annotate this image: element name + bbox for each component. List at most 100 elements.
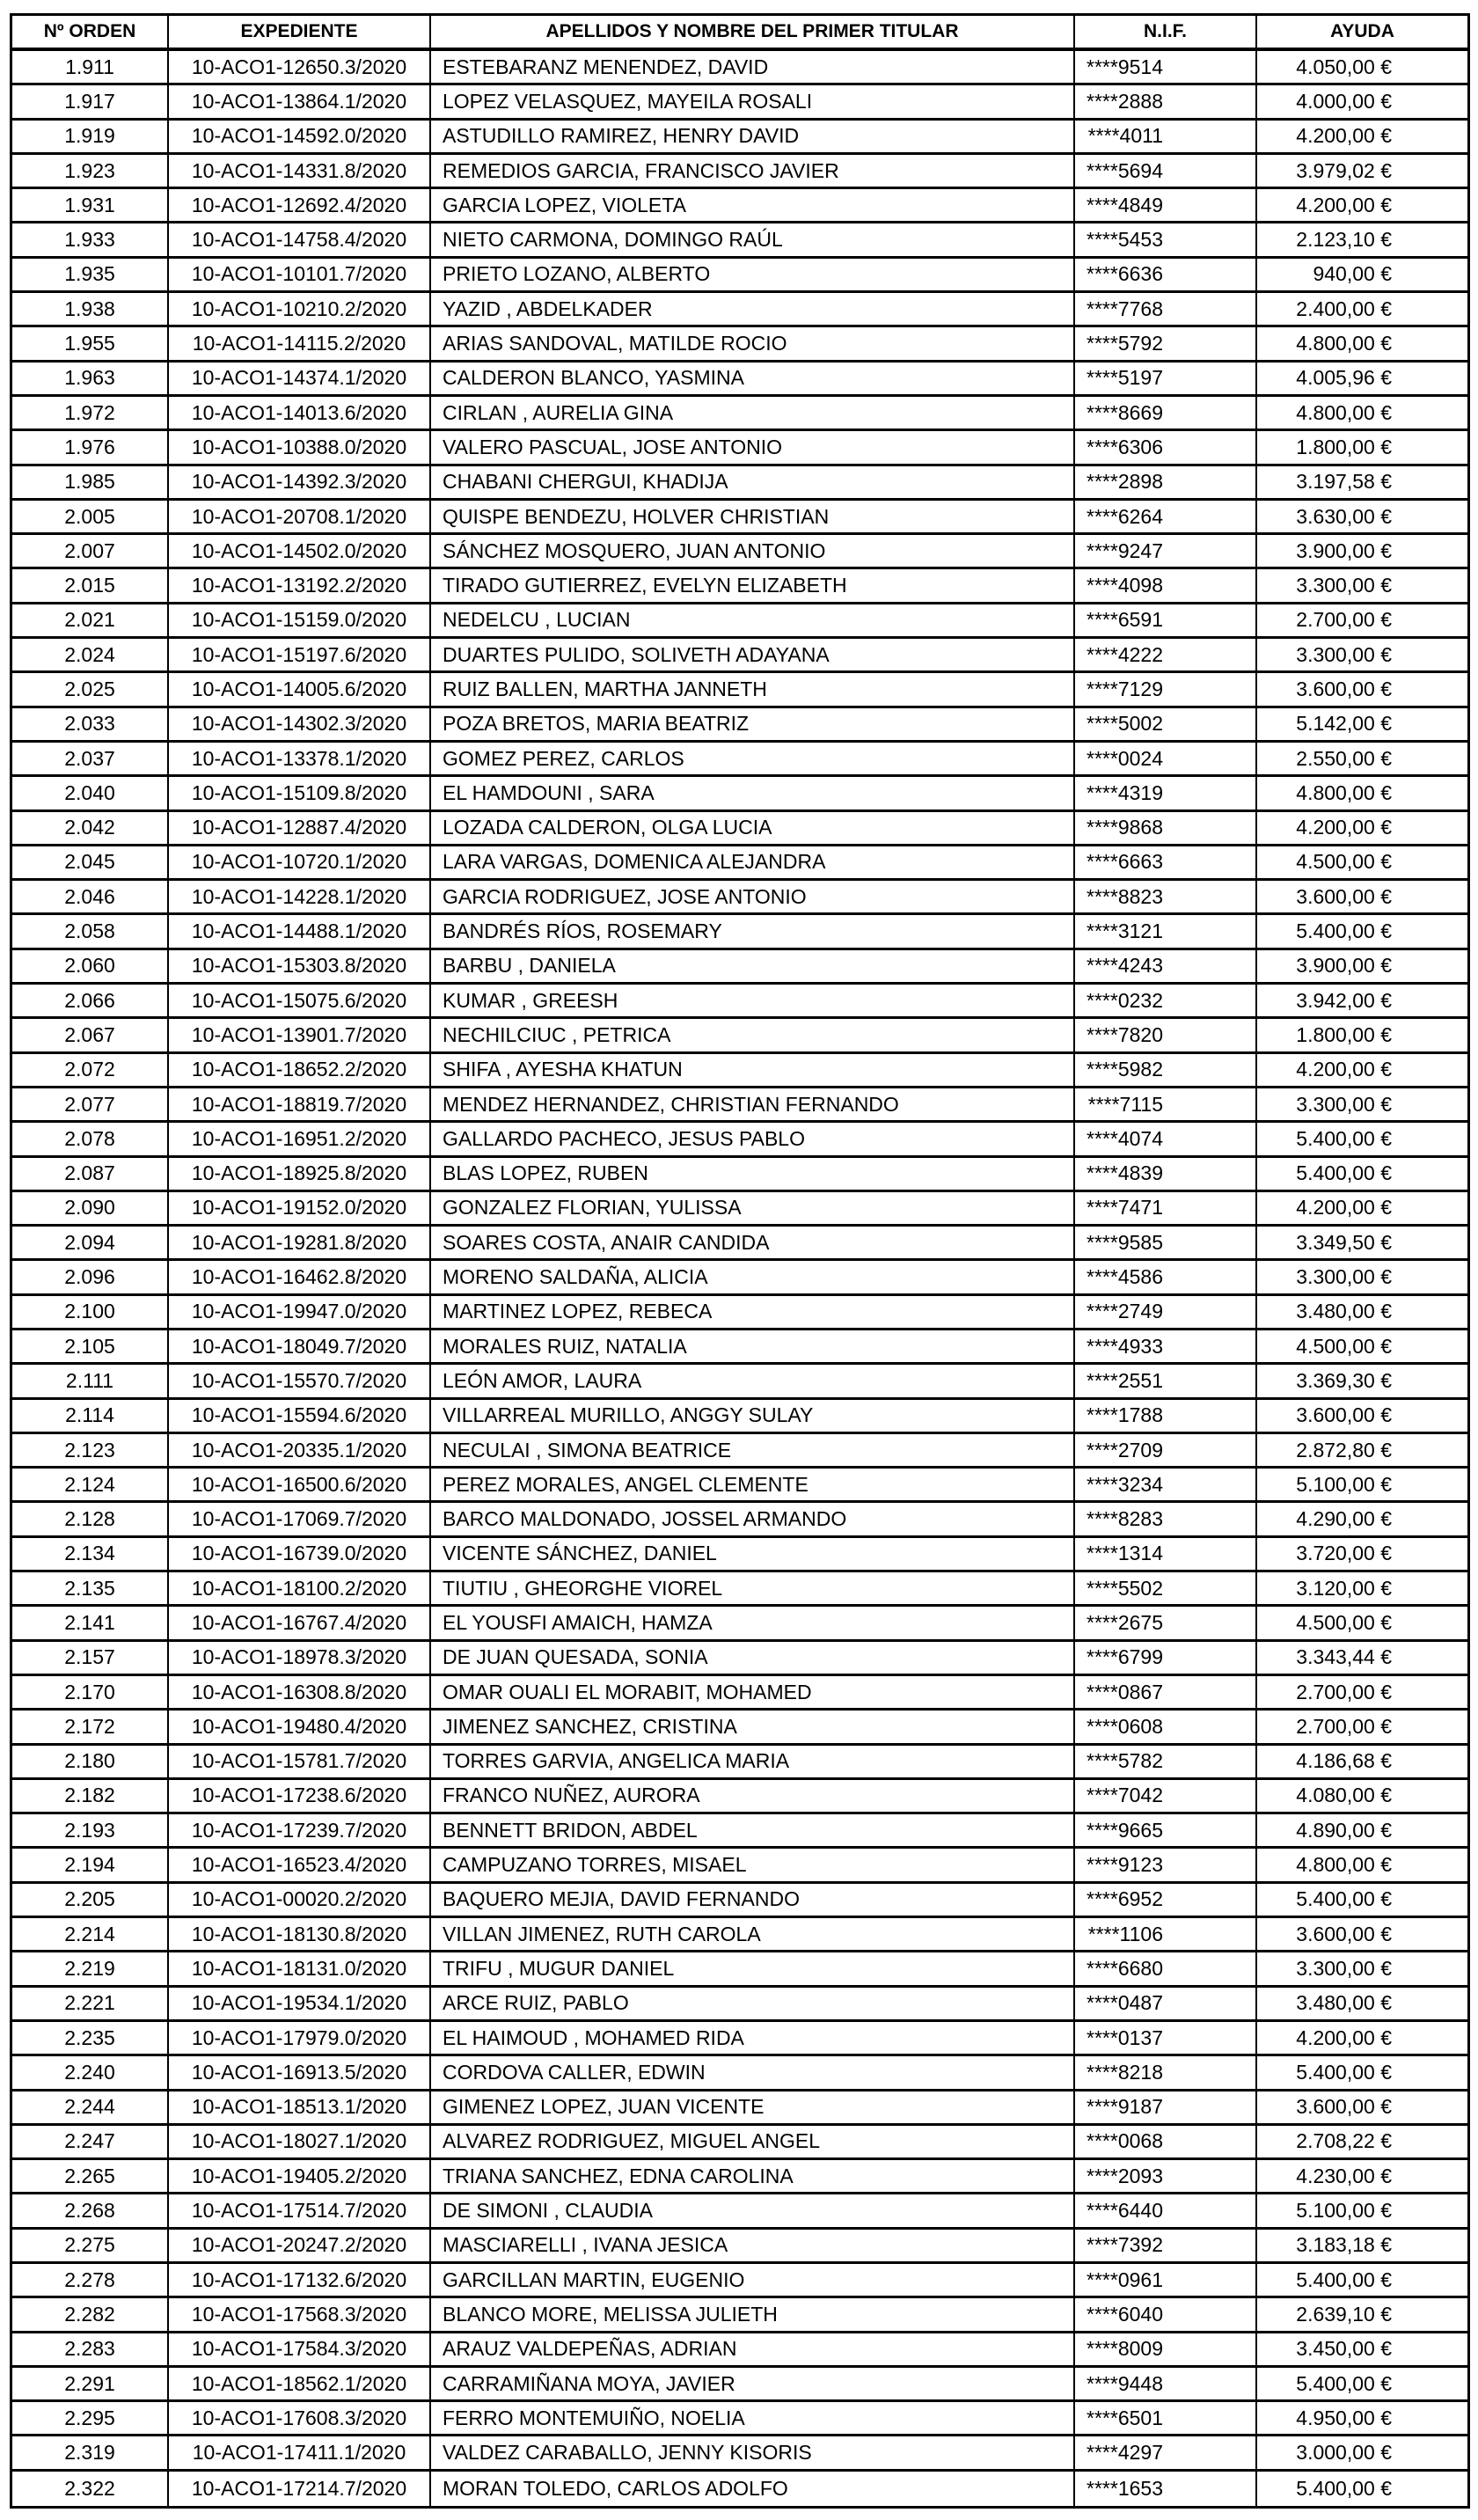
cell-nif: ****1788 [1075, 1399, 1257, 1432]
cell-nombre: OMAR OUALI EL MORABIT, MOHAMED [431, 1675, 1075, 1709]
table-row: 2.015 10-ACO1-13192.2/2020 TIRADO GUTIERRE… [12, 569, 1467, 604]
cell-expediente: 10-ACO1-10210.2/2020 [169, 293, 431, 326]
cell-nif: ****7820 [1075, 1019, 1257, 1051]
header-expediente: EXPEDIENTE [169, 16, 431, 48]
cell-expediente: 10-ACO1-17568.3/2020 [169, 2298, 431, 2331]
cell-nif: ****2675 [1075, 1607, 1257, 1639]
cell-ayuda: 3.300,00 € [1296, 1092, 1392, 1116]
table-row: 2.283 10-ACO1-17584.3/2020 ARAUZ VALDEPEÑA… [12, 2333, 1467, 2368]
cell-expediente: 10-ACO1-12692.4/2020 [169, 189, 431, 222]
table-row: 1.931 10-ACO1-12692.4/2020 GARCIA LOPEZ, V… [12, 189, 1467, 224]
cell-ayuda: 4.500,00 € [1296, 1611, 1392, 1634]
cell-orden: 2.072 [12, 1053, 169, 1086]
cell-nif: ****9187 [1075, 2091, 1257, 2123]
cell-expediente: 10-ACO1-10388.0/2020 [169, 431, 431, 464]
cell-nombre: CORDOVA CALLER, EDWIN [431, 2056, 1075, 2089]
cell-orden: 1.976 [12, 431, 169, 464]
cell-orden: 2.235 [12, 2021, 169, 2055]
cell-expediente: 10-ACO1-17979.0/2020 [169, 2021, 431, 2055]
cell-nif: ****6636 [1075, 258, 1257, 291]
cell-orden: 2.105 [12, 1330, 169, 1363]
table-row: 1.938 10-ACO1-10210.2/2020 YAZID , ABDELKA… [12, 293, 1467, 328]
cell-nif: ****4933 [1075, 1330, 1257, 1363]
cell-expediente: 10-ACO1-19405.2/2020 [169, 2160, 431, 2193]
table-row: 2.240 10-ACO1-16913.5/2020 CORDOVA CALLER,… [12, 2056, 1467, 2091]
cell-orden: 2.042 [12, 811, 169, 844]
cell-nif: ****9665 [1075, 1814, 1257, 1847]
table-row: 2.319 10-ACO1-17411.1/2020 VALDEZ CARABALL… [12, 2436, 1467, 2472]
table-row: 2.067 10-ACO1-13901.7/2020 NECHILCIUC , PE… [12, 1019, 1467, 1054]
cell-nif: ****0232 [1075, 985, 1257, 1017]
cell-ayuda: 3.600,00 € [1296, 1922, 1392, 1945]
table-row: 1.911 10-ACO1-12650.3/2020 ESTEBARANZ MENE… [12, 51, 1467, 86]
cell-orden: 2.128 [12, 1503, 169, 1535]
cell-orden: 1.972 [12, 396, 169, 429]
cell-ayuda: 3.600,00 € [1296, 677, 1392, 700]
table-row: 2.094 10-ACO1-19281.8/2020 SOARES COSTA, A… [12, 1227, 1467, 1262]
cell-expediente: 10-ACO1-16462.8/2020 [169, 1261, 431, 1293]
cell-expediente: 10-ACO1-15303.8/2020 [169, 949, 431, 983]
cell-nombre: YAZID , ABDELKADER [431, 293, 1075, 326]
cell-orden: 2.247 [12, 2125, 169, 2158]
cell-orden: 2.123 [12, 1433, 169, 1467]
cell-nif: ****6501 [1075, 2402, 1257, 2435]
cell-expediente: 10-ACO1-16913.5/2020 [169, 2056, 431, 2089]
table-row: 2.100 10-ACO1-19947.0/2020 MARTINEZ LOPEZ,… [12, 1295, 1467, 1330]
cell-nif: ****0867 [1075, 1675, 1257, 1709]
cell-orden: 2.172 [12, 1711, 169, 1743]
table-row: 2.180 10-ACO1-15781.7/2020 TORRES GARVIA, … [12, 1745, 1467, 1780]
cell-nombre: SHIFA , AYESHA KHATUN [431, 1053, 1075, 1086]
cell-nombre: BENNETT BRIDON, ABDEL [431, 1814, 1075, 1847]
table-row: 2.114 10-ACO1-15594.6/2020 VILLARREAL MURI… [12, 1399, 1467, 1434]
cell-orden: 2.295 [12, 2402, 169, 2435]
cell-nombre: BLAS LOPEZ, RUBEN [431, 1157, 1075, 1190]
table-row: 2.060 10-ACO1-15303.8/2020 BARBU , DANIELA… [12, 949, 1467, 985]
cell-orden: 1.935 [12, 258, 169, 291]
cell-ayuda: 3.480,00 € [1296, 1991, 1392, 2015]
cell-expediente: 10-ACO1-16500.6/2020 [169, 1469, 431, 1501]
cell-orden: 2.240 [12, 2056, 169, 2089]
cell-orden: 2.205 [12, 1883, 169, 1916]
cell-expediente: 10-ACO1-17238.6/2020 [169, 1779, 431, 1813]
cell-ayuda: 3.600,00 € [1296, 884, 1392, 908]
cell-nif: ****6440 [1075, 2194, 1257, 2227]
cell-nombre: LEÓN AMOR, LAURA [431, 1365, 1075, 1397]
cell-expediente: 10-ACO1-16308.8/2020 [169, 1675, 431, 1709]
cell-orden: 2.134 [12, 1537, 169, 1571]
cell-expediente: 10-ACO1-14005.6/2020 [169, 673, 431, 706]
cell-ayuda: 4.200,00 € [1296, 2026, 1392, 2049]
cell-expediente: 10-ACO1-17214.7/2020 [169, 2471, 431, 2507]
cell-expediente: 10-ACO1-14392.3/2020 [169, 465, 431, 498]
cell-ayuda: 3.183,18 € [1296, 2233, 1392, 2257]
cell-nif: ****6663 [1075, 846, 1257, 879]
cell-nombre: NIETO CARMONA, DOMINGO RAÚL [431, 223, 1075, 256]
cell-nif: ****2551 [1075, 1365, 1257, 1397]
cell-nombre: ALVAREZ RODRIGUEZ, MIGUEL ANGEL [431, 2125, 1075, 2158]
table-row: 2.096 10-ACO1-16462.8/2020 MORENO SALDAÑA,… [12, 1261, 1467, 1296]
cell-ayuda: 4.800,00 € [1296, 332, 1392, 355]
cell-orden: 1.938 [12, 293, 169, 326]
cell-ayuda: 3.000,00 € [1296, 2441, 1392, 2465]
cell-ayuda: 3.900,00 € [1296, 954, 1392, 978]
cell-orden: 2.024 [12, 639, 169, 671]
cell-nombre: VALERO PASCUAL, JOSE ANTONIO [431, 431, 1075, 464]
cell-orden: 2.282 [12, 2298, 169, 2331]
cell-nif: ****8009 [1075, 2333, 1257, 2365]
cell-nif: ****2888 [1075, 85, 1257, 118]
cell-nombre: LOZADA CALDERON, OLGA LUCIA [431, 811, 1075, 844]
cell-ayuda: 5.400,00 € [1296, 1887, 1392, 1911]
table-row: 2.265 10-ACO1-19405.2/2020 TRIANA SANCHEZ,… [12, 2160, 1467, 2195]
cell-ayuda: 1.800,00 € [1296, 435, 1392, 458]
cell-nif: ****9514 [1075, 51, 1257, 84]
cell-expediente: 10-ACO1-13864.1/2020 [169, 85, 431, 118]
cell-nombre: GIMENEZ LOPEZ, JUAN VICENTE [431, 2091, 1075, 2123]
cell-ayuda: 4.200,00 € [1296, 1196, 1392, 1220]
table-row: 2.135 10-ACO1-18100.2/2020 TIUTIU , GHEORG… [12, 1572, 1467, 1608]
cell-orden: 2.015 [12, 569, 169, 602]
cell-nif: ****4586 [1075, 1261, 1257, 1293]
cell-orden: 2.141 [12, 1607, 169, 1639]
table-row: 1.933 10-ACO1-14758.4/2020 NIETO CARMONA, … [12, 223, 1467, 259]
cell-nombre: ARAUZ VALDEPEÑAS, ADRIAN [431, 2333, 1075, 2365]
cell-expediente: 10-ACO1-17069.7/2020 [169, 1503, 431, 1535]
cell-expediente: 10-ACO1-15570.7/2020 [169, 1365, 431, 1397]
